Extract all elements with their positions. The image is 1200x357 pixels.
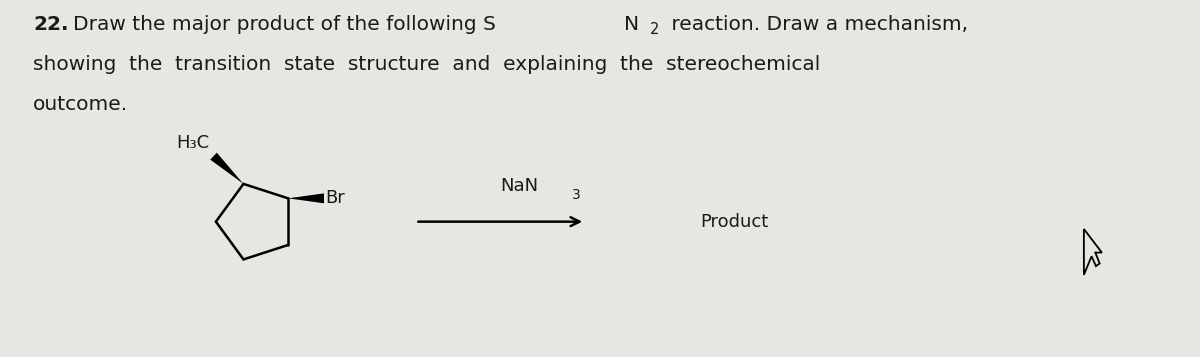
Text: N: N: [624, 15, 640, 34]
Text: reaction. Draw a mechanism,: reaction. Draw a mechanism,: [665, 15, 968, 34]
Polygon shape: [288, 193, 324, 203]
Text: 2: 2: [650, 22, 659, 37]
Text: NaN: NaN: [500, 177, 539, 195]
Text: H₃C: H₃C: [176, 134, 210, 152]
Text: Product: Product: [700, 213, 768, 231]
Text: showing  the  transition  state  structure  and  explaining  the  stereochemical: showing the transition state structure a…: [34, 55, 821, 74]
Polygon shape: [210, 153, 244, 184]
Text: Draw the major product of the following S: Draw the major product of the following …: [73, 15, 496, 34]
Text: Br: Br: [325, 189, 344, 207]
Text: 22.: 22.: [34, 15, 68, 34]
Text: outcome.: outcome.: [34, 95, 128, 114]
Text: 3: 3: [572, 188, 581, 202]
